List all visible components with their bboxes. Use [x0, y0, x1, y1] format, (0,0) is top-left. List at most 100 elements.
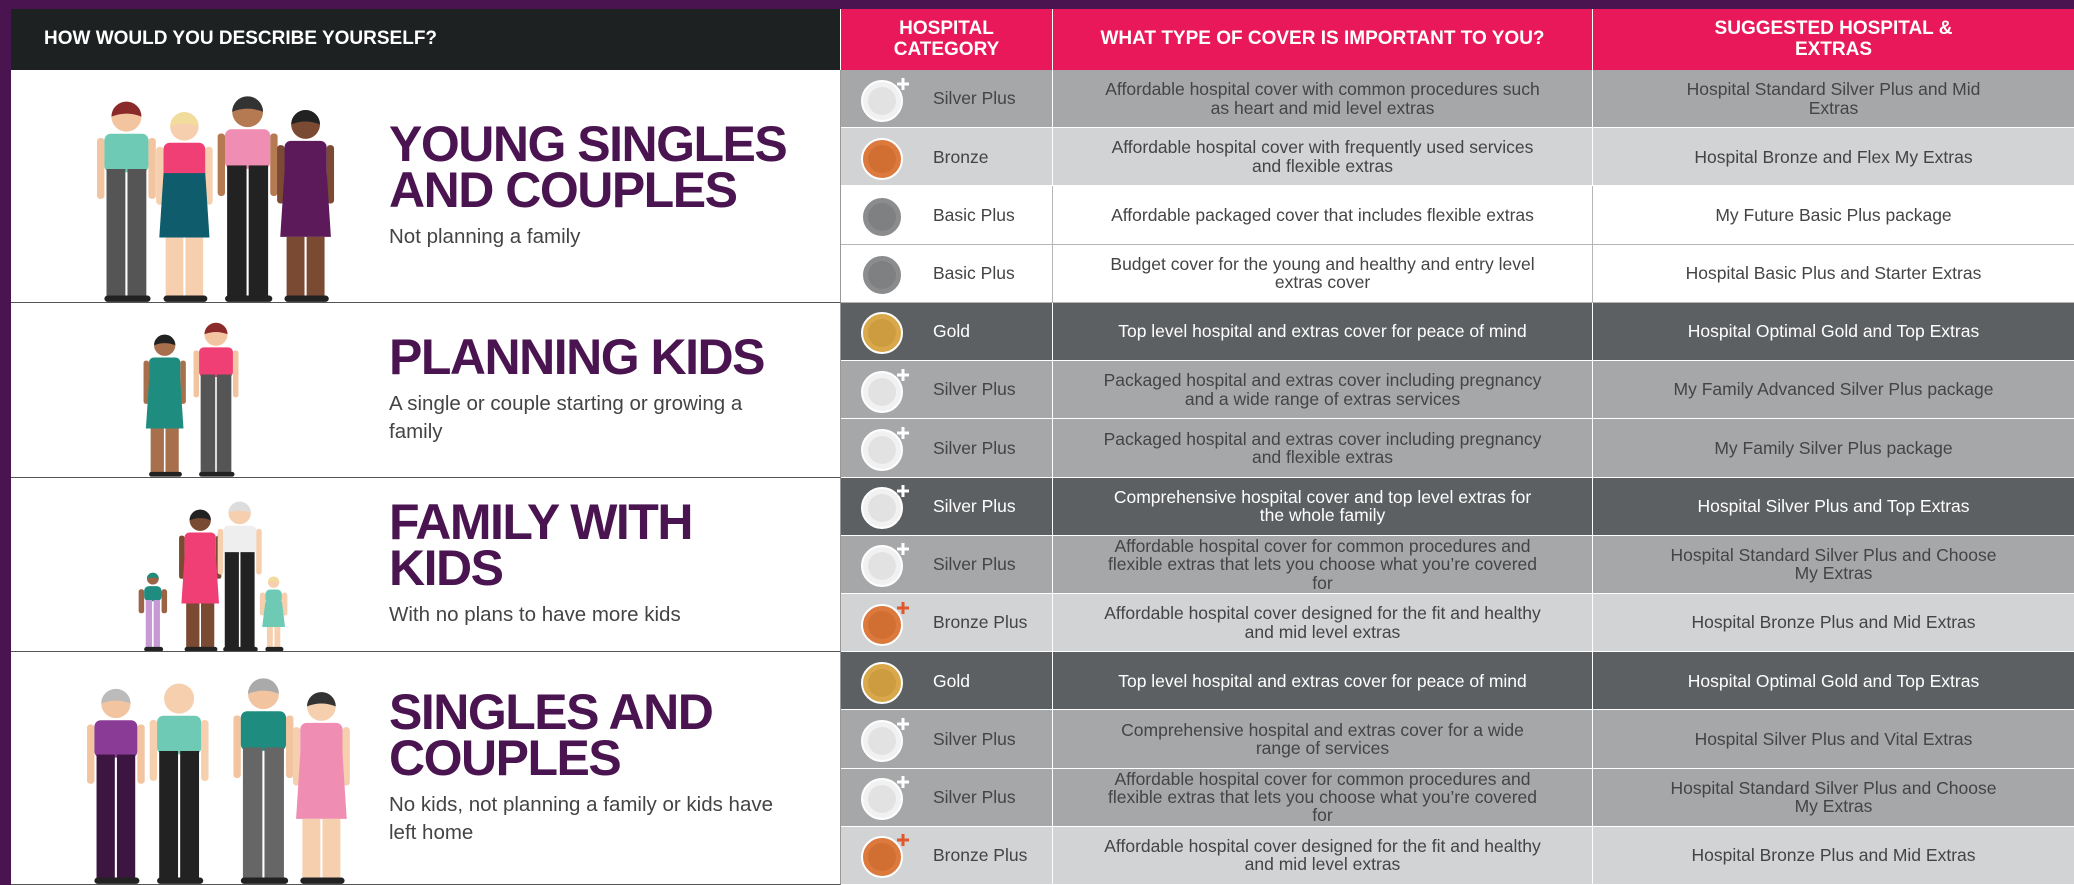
plus-sign [897, 601, 909, 614]
arm [326, 145, 335, 204]
suggested-text: My Family Silver Plus package [1714, 437, 1953, 458]
category-text: Silver Plus [933, 379, 1016, 400]
arm [277, 145, 285, 204]
group-subtitle: With no plans to have more kids [389, 603, 681, 627]
leg [227, 165, 247, 298]
suggested-text: Hospital Standard Silver Plus and Choose… [1670, 544, 1997, 584]
shoes [104, 295, 151, 302]
hair [164, 683, 195, 699]
cover-cell: Top level hospital and extras cover for … [1053, 302, 1593, 362]
leg [150, 428, 164, 474]
arm [180, 360, 186, 404]
torso [223, 525, 257, 555]
dress [296, 753, 347, 819]
plus-sign [897, 485, 909, 498]
header-cell: WHAT TYPE OF COVER IS IMPORTANT TO YOU? [1053, 9, 1593, 70]
arm [87, 724, 95, 784]
shoes [199, 471, 235, 477]
arm [201, 720, 209, 781]
arm [259, 592, 266, 615]
medal-inner [868, 843, 896, 872]
hair [307, 692, 336, 707]
leg [145, 599, 153, 648]
header-text: SUGGESTED HOSPITAL & EXTRAS [1714, 17, 1953, 60]
arm [138, 588, 145, 613]
shoes [223, 646, 258, 652]
hair [101, 689, 131, 704]
torso [104, 133, 149, 173]
category-cell: Basic Plus [841, 244, 1053, 303]
header-text: HOW WOULD YOU DESCRIBE YOURSELF? [44, 28, 438, 50]
suggested-cell: Hospital Standard Silver Plus and Mid Ex… [1593, 70, 2074, 129]
dress [145, 380, 184, 429]
category-text: Gold [933, 670, 970, 691]
leg [159, 751, 179, 880]
shoes [240, 877, 289, 884]
leg [302, 818, 321, 880]
group-cell: PLANNING KIDS A single or couple starting… [11, 302, 841, 478]
hair [189, 509, 211, 520]
medal-icon [861, 776, 909, 821]
leg [286, 236, 305, 298]
suggested-text: My Future Basic Plus package [1715, 204, 1952, 225]
hair [228, 501, 251, 513]
hair [267, 576, 280, 582]
torso [184, 531, 216, 560]
category-cell: Silver Plus [841, 768, 1053, 827]
torso [240, 711, 287, 751]
header-text: WHAT TYPE OF COVER IS IMPORTANT TO YOU? [1100, 28, 1545, 50]
medal-inner [868, 261, 896, 290]
cover-text: Affordable hospital cover for common pro… [1108, 535, 1537, 593]
hair [111, 101, 142, 117]
category-cell: Gold [841, 302, 1053, 362]
torso [149, 357, 181, 385]
medal-inner [868, 86, 896, 115]
arm [97, 137, 105, 199]
suggested-text: Hospital Optimal Gold and Top Extras [1687, 670, 1980, 691]
category-text: Silver Plus [933, 554, 1016, 575]
leg [200, 374, 216, 474]
medal-inner [868, 319, 896, 348]
suggested-cell: Hospital Standard Silver Plus and Choose… [1593, 768, 2074, 827]
leg [240, 551, 255, 648]
cover-cell: Comprehensive hospital and extras cover … [1053, 710, 1593, 769]
arm [156, 146, 164, 205]
suggested-text: Hospital Standard Silver Plus and Choose… [1670, 777, 1997, 817]
arm [179, 535, 185, 579]
medal-icon [861, 717, 909, 762]
medal-icon [861, 368, 909, 413]
leg [180, 751, 200, 880]
category-text: Basic Plus [933, 263, 1015, 284]
plus-sign [897, 776, 909, 789]
suggested-cell: Hospital Standard Silver Plus and Choose… [1593, 535, 2074, 594]
group-title: PLANNING KIDS [389, 329, 765, 385]
arm [217, 528, 224, 574]
shoes [225, 295, 273, 302]
leg [153, 599, 160, 648]
medal-icon [861, 601, 909, 646]
category-text: Silver Plus [933, 495, 1016, 516]
people-illustration [97, 96, 335, 302]
hair [170, 112, 199, 127]
category-cell: Gold [841, 652, 1053, 711]
suggested-cell: Hospital Optimal Gold and Top Extras [1593, 302, 2074, 362]
category-cell: Silver Plus [841, 535, 1053, 594]
torso [284, 140, 327, 178]
category-text: Silver Plus [933, 437, 1016, 458]
plus-sign [897, 426, 909, 439]
category-cell: Silver Plus [841, 70, 1053, 129]
leg [201, 602, 215, 648]
suggested-cell: Hospital Bronze and Flex My Extras [1593, 128, 2074, 187]
category-text: Basic Plus [933, 204, 1015, 225]
torso [94, 720, 138, 758]
arm [281, 592, 288, 615]
shoes [184, 646, 218, 652]
medal-inner [868, 377, 896, 406]
cover-cell: Affordable hospital cover with frequentl… [1053, 128, 1593, 187]
cover-cell: Comprehensive hospital cover and top lev… [1053, 477, 1593, 536]
leg [127, 168, 147, 298]
medal-inner [868, 203, 896, 232]
suggested-cell: My Family Advanced Silver Plus package [1593, 361, 2074, 420]
category-cell: Bronze [841, 128, 1053, 187]
suggested-text: Hospital Silver Plus and Top Extras [1697, 495, 1970, 516]
